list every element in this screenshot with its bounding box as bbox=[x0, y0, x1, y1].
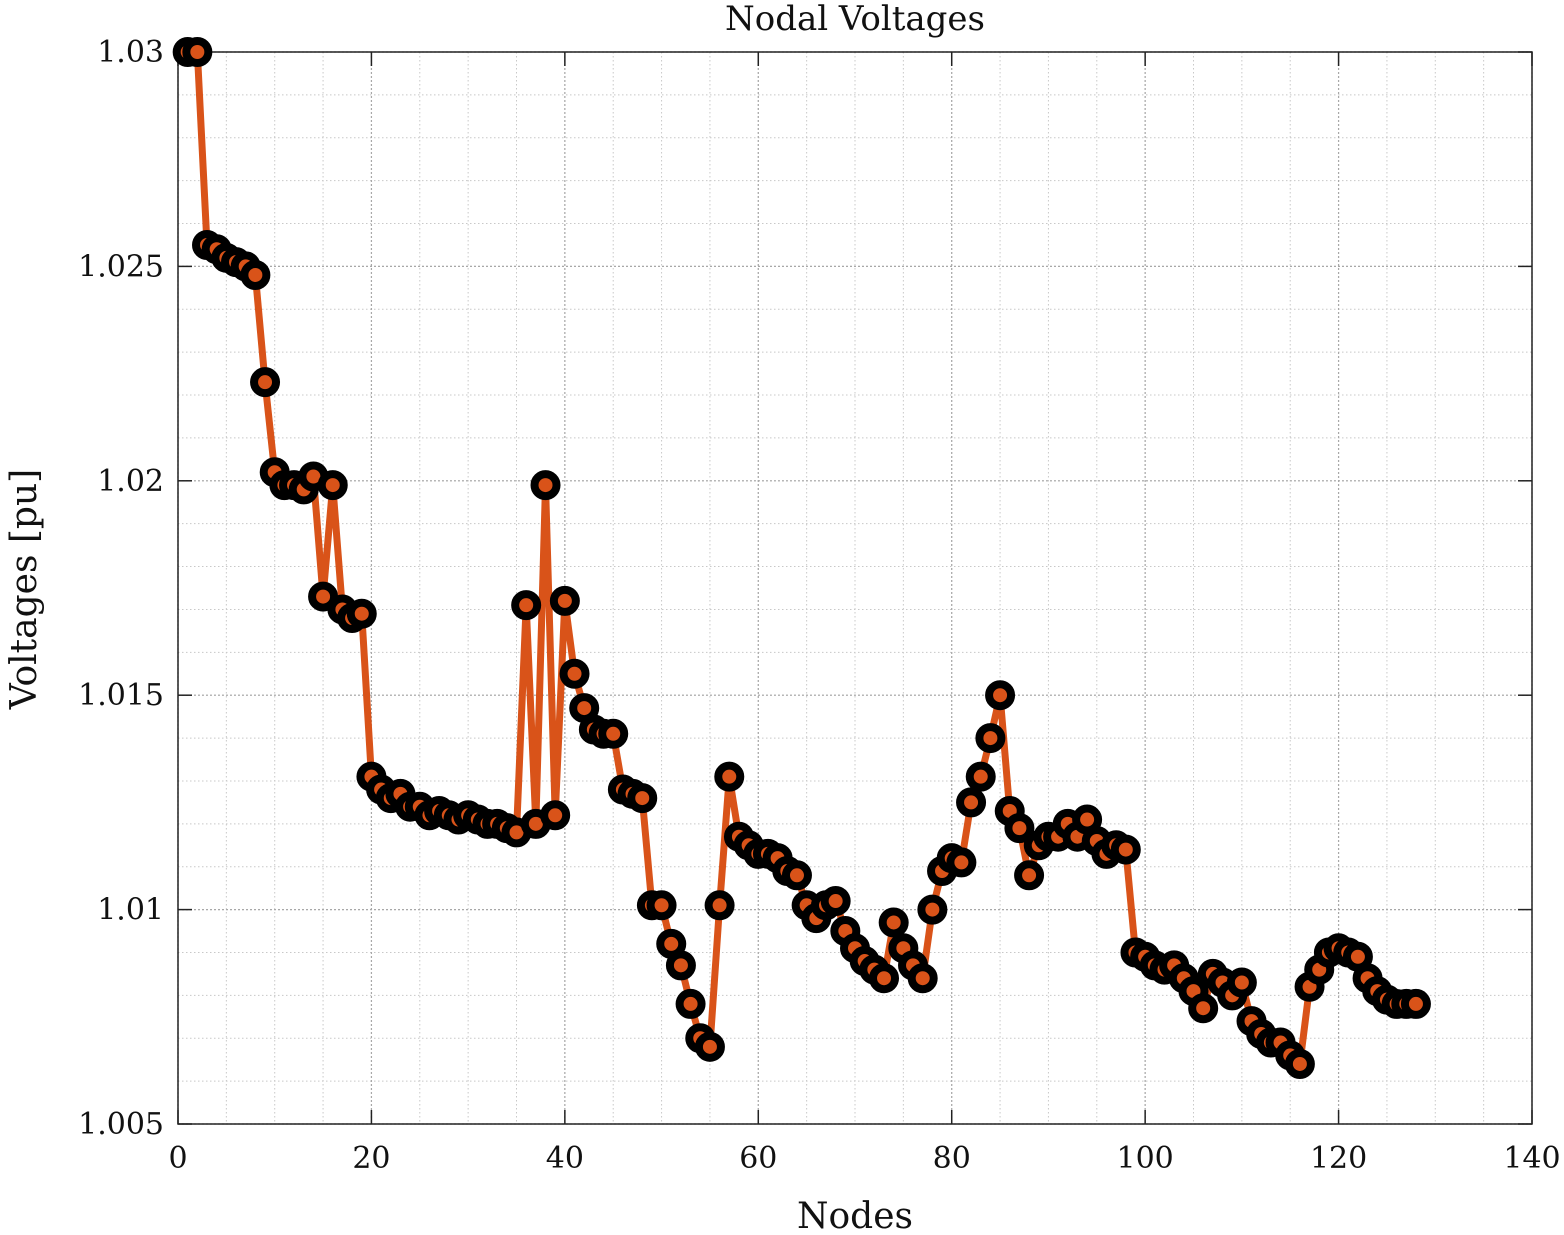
data-point bbox=[820, 886, 851, 917]
data-point bbox=[346, 598, 377, 629]
y-tick-label: 1.02 bbox=[97, 464, 164, 499]
data-point bbox=[1226, 967, 1257, 998]
x-tick-label: 120 bbox=[1310, 1141, 1367, 1176]
y-tick-label: 1.03 bbox=[97, 35, 164, 70]
axes-frame bbox=[177, 51, 1533, 1125]
data-point bbox=[985, 680, 1016, 711]
data-point bbox=[965, 761, 996, 792]
y-axis-title: Voltages [pu] bbox=[4, 469, 45, 710]
x-tick-label: 140 bbox=[1503, 1141, 1560, 1176]
data-point bbox=[250, 367, 281, 398]
data-point bbox=[1004, 813, 1035, 844]
data-point bbox=[1188, 993, 1219, 1024]
data-point bbox=[781, 860, 812, 891]
x-tick-label: 80 bbox=[933, 1141, 971, 1176]
data-point bbox=[1400, 988, 1431, 1019]
data-point bbox=[308, 581, 339, 612]
data-point bbox=[878, 907, 909, 938]
data-point bbox=[511, 590, 542, 621]
x-tick-label: 100 bbox=[1117, 1141, 1174, 1176]
data-point bbox=[946, 847, 977, 878]
data-point bbox=[1284, 1048, 1315, 1079]
data-point bbox=[549, 585, 580, 616]
data-point bbox=[1014, 860, 1045, 891]
y-tick-label: 1.01 bbox=[97, 893, 164, 928]
data-point bbox=[975, 723, 1006, 754]
data-point bbox=[627, 783, 658, 814]
x-tick-label: 40 bbox=[546, 1141, 584, 1176]
data-point bbox=[869, 963, 900, 994]
data-point bbox=[917, 894, 948, 925]
y-tick-label: 1.025 bbox=[78, 249, 164, 284]
x-tick-label: 0 bbox=[168, 1141, 187, 1176]
data-point bbox=[714, 761, 745, 792]
data-point bbox=[559, 658, 590, 689]
data-point bbox=[598, 718, 629, 749]
data-point bbox=[317, 470, 348, 501]
data-point bbox=[704, 890, 735, 921]
data-point bbox=[1110, 834, 1141, 865]
chart-title: Nodal Voltages bbox=[725, 0, 985, 39]
data-point bbox=[182, 37, 213, 67]
tick-labels: 0 20 40 60 80 100 120 140 1.005 1.01 1.015 1.02 1.02… bbox=[78, 35, 1561, 1176]
y-tick-label: 1.015 bbox=[78, 678, 164, 713]
x-tick-label: 60 bbox=[739, 1141, 777, 1176]
data-point bbox=[907, 963, 938, 994]
data-point bbox=[530, 470, 561, 501]
x-tick-label: 20 bbox=[352, 1141, 390, 1176]
plot-frame bbox=[177, 51, 1533, 1125]
x-axis-title: Nodes bbox=[797, 1196, 913, 1235]
data-point bbox=[694, 1031, 725, 1062]
data-series bbox=[172, 37, 1431, 1079]
data-point bbox=[240, 259, 271, 290]
data-point bbox=[540, 800, 571, 831]
data-point bbox=[956, 787, 987, 818]
y-tick-label: 1.005 bbox=[78, 1107, 164, 1142]
data-point bbox=[646, 890, 677, 921]
data-point bbox=[665, 950, 696, 981]
data-point bbox=[675, 988, 706, 1019]
